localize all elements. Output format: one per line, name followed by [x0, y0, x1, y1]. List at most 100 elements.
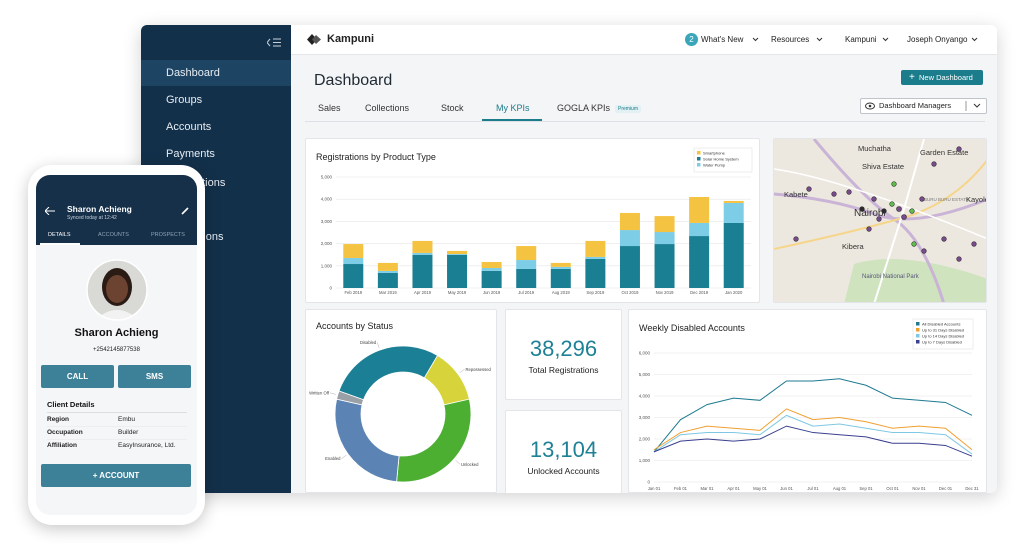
donut-chart: Accounts by Status Disabled Repossessed Unl…	[309, 321, 492, 483]
bar-segment	[585, 256, 606, 259]
tab[interactable]: My KPIs	[496, 103, 530, 113]
bar-segment	[654, 216, 675, 233]
x-tick-label: Sep 01	[859, 486, 873, 491]
nav-link[interactable]: What's New	[701, 35, 744, 44]
donut-card: Accounts by Status Disabled Repossessed Unl…	[305, 309, 497, 493]
label-leader	[329, 392, 336, 395]
user-menu[interactable]: Joseph Onyango	[907, 35, 968, 44]
y-tick-label: 1,000	[321, 263, 333, 268]
map-label: Shiva Estate	[862, 162, 904, 171]
line-chart: Weekly Disabled Accounts 0 1,000 2,000 3,000…	[639, 318, 979, 491]
x-tick-label: Mar 01	[700, 486, 714, 491]
bar-segment	[343, 258, 364, 265]
sidebar-item[interactable]: Payments	[166, 148, 215, 160]
x-tick-label: Sep 2019	[586, 290, 605, 295]
phone-screen: Sharon Achieng Synced today at 12:42 DET…	[36, 175, 197, 515]
detail-value: Embu	[118, 416, 135, 423]
badge: 2	[685, 33, 698, 46]
tab-indicator	[40, 243, 80, 245]
line-series	[653, 408, 973, 451]
x-tick-label: Jul 2019	[518, 290, 535, 295]
donut-slice	[336, 390, 364, 406]
x-tick-label: Feb 01	[674, 486, 688, 491]
nav-link[interactable]: Kampuni	[845, 35, 877, 44]
topbar: Kampuni 2 What's New Resources Kampuni J…	[291, 25, 997, 55]
bar-segment	[516, 246, 537, 261]
x-tick-label: Jan 2020	[725, 290, 743, 295]
collapse-icon[interactable]	[266, 34, 281, 47]
dashboard-dropdown[interactable]: Dashboard Managers	[860, 98, 987, 114]
phone-tab[interactable]: PROSPECTS	[151, 232, 185, 238]
x-tick-label: Nov 01	[912, 486, 926, 491]
nav-link[interactable]: Resources	[771, 35, 810, 44]
x-tick-label: Dec 2019	[690, 290, 709, 295]
line-series	[653, 425, 973, 457]
y-tick-label: 2,000	[321, 241, 333, 246]
sidebar-item[interactable]: Groups	[166, 94, 203, 106]
tab-divider	[305, 121, 985, 122]
map-label: Nairobi National Park	[862, 274, 920, 280]
slice-label: Repossessed	[465, 367, 491, 372]
sidebar-item[interactable]: Accounts	[166, 121, 212, 133]
kpi-value: 13,104	[529, 437, 598, 462]
tab[interactable]: Stock	[441, 103, 464, 113]
call-button[interactable]: CALL	[41, 365, 114, 388]
tab[interactable]: GOGLA KPIs	[557, 103, 611, 113]
section-title: Client Details	[47, 400, 95, 409]
bar-segment	[723, 222, 744, 288]
bar-segment	[654, 232, 675, 245]
x-tick-label: Jun 01	[780, 486, 793, 491]
legend-label: All Disabled Accounts	[922, 321, 960, 326]
bar-segment	[619, 246, 640, 288]
bar-segment	[481, 270, 502, 288]
contact-name: Sharon Achieng	[67, 204, 132, 214]
line-series	[653, 414, 973, 455]
x-tick-label: Nov 2019	[656, 290, 675, 295]
donut-slice	[396, 398, 472, 483]
detail-label: Occupation	[47, 429, 83, 436]
bar-segment	[619, 212, 640, 231]
divider	[47, 439, 187, 440]
slice-label: Enabled	[325, 456, 341, 461]
y-tick-label: 0	[329, 286, 332, 291]
detail-value: EasyInsurance, Ltd.	[118, 442, 176, 449]
slice-label: Written Off	[309, 390, 330, 395]
brand: Kampuni	[327, 33, 375, 45]
y-tick-label: 6,000	[639, 351, 651, 356]
map-label: Kayole	[966, 195, 987, 204]
map: Muchatha Garden Estate Shiva Estate Kabe…	[774, 139, 987, 302]
tab[interactable]: Sales	[318, 103, 341, 113]
bar-segment	[516, 268, 537, 288]
map-label: Muchatha	[858, 144, 892, 153]
legend-label: Up to 7 Days Disabled	[922, 339, 962, 344]
new-dashboard-button[interactable]: + New Dashboard	[901, 70, 983, 85]
bar-segment	[585, 240, 606, 257]
sidebar-item[interactable]: Dashboard	[141, 60, 291, 86]
sms-button[interactable]: SMS	[118, 365, 191, 388]
bar-segment	[412, 254, 433, 288]
x-tick-label: Jun 2019	[483, 290, 501, 295]
x-tick-label: Mar 2019	[379, 290, 397, 295]
phone: Sharon Achieng Synced today at 12:42 DET…	[28, 165, 205, 525]
legend-swatch	[697, 157, 701, 161]
legend-swatch	[916, 340, 920, 344]
profile-phone: +2542145877538	[93, 347, 140, 353]
add-account-button[interactable]: + ACCOUNT	[41, 464, 191, 487]
bar-segment	[689, 236, 710, 288]
phone-tab[interactable]: ACCOUNTS	[98, 232, 129, 238]
tab[interactable]: Collections	[365, 103, 410, 113]
legend-box	[693, 147, 753, 173]
x-tick-label: Oct 2019	[621, 290, 639, 295]
line-series	[653, 378, 973, 453]
legend-label: Water Pump	[703, 162, 726, 167]
bar-segment	[481, 268, 502, 271]
x-tick-label: Aug 2019	[552, 290, 571, 295]
bar-segment	[447, 250, 468, 255]
phone-tab[interactable]: DETAILS	[48, 232, 71, 238]
y-tick-label: 4,000	[639, 394, 651, 399]
map-label: Garden Estate	[920, 148, 968, 157]
label-leader	[341, 454, 347, 459]
bar-card: Registrations by Product Type 0 1,000 2,000…	[305, 138, 760, 303]
bar-segment	[343, 244, 364, 259]
